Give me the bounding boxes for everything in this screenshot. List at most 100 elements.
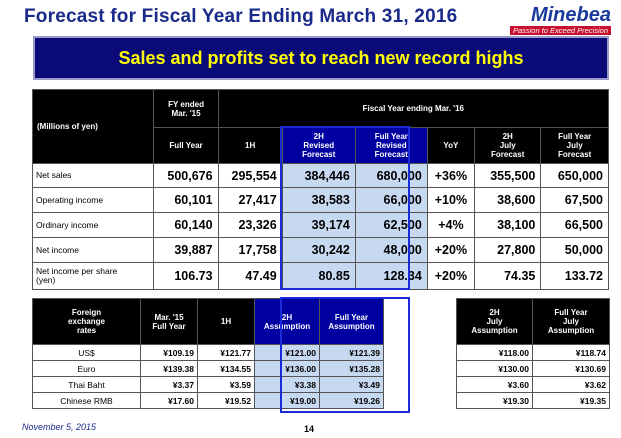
cell: ¥3.59	[197, 376, 255, 393]
row-label: Ordinary income	[31, 212, 155, 238]
fx-col-header: Mar. '15 Full Year	[140, 298, 198, 345]
cell: ¥121.00	[254, 344, 320, 361]
col-header: Full Year July Forecast	[540, 127, 609, 164]
cell: 67,500	[540, 187, 609, 213]
cell: 355,500	[474, 163, 542, 188]
cell: 66,500	[540, 212, 609, 238]
cell: 60,140	[153, 212, 219, 238]
cell: ¥121.77	[197, 344, 255, 361]
currency-label: Euro	[32, 360, 141, 377]
cell: ¥3.60	[456, 376, 533, 393]
logo-name: Minebea	[530, 4, 611, 26]
cell: ¥19.35	[532, 392, 610, 409]
cell: 80.85	[281, 262, 356, 290]
page-title: Forecast for Fiscal Year Ending March 31…	[24, 6, 458, 27]
cell: 38,600	[474, 187, 542, 213]
fy15-header: FY ended Mar. '15	[153, 89, 219, 128]
cell: 680,000	[354, 163, 428, 188]
fx-col-header: Full Year July Assumption	[532, 298, 610, 345]
cell: ¥130.00	[456, 360, 533, 377]
cell: ¥3.37	[140, 376, 198, 393]
fx-col-header: Full Year Assumption	[319, 298, 384, 345]
cell: 500,676	[153, 163, 219, 188]
currency-label: Thai Baht	[32, 376, 141, 393]
cell: 295,554	[217, 163, 283, 188]
cell: 39,174	[281, 212, 356, 238]
col-header: 2H July Forecast	[474, 127, 542, 164]
cell: 38,100	[474, 212, 542, 238]
spacer	[383, 298, 413, 345]
table-row: Net income 39,887 17,758 30,242 48,000 +…	[31, 237, 609, 263]
cell: ¥130.69	[532, 360, 610, 377]
cell: 106.73	[153, 262, 219, 290]
table-row: ¥118.00 ¥118.74	[456, 344, 610, 361]
row-label: Net income	[31, 237, 155, 263]
spacer	[383, 392, 413, 409]
table-row: ¥19.30 ¥19.35	[456, 392, 610, 409]
cell: 650,000	[540, 163, 609, 188]
cell: ¥118.74	[532, 344, 610, 361]
cell: ¥19.52	[197, 392, 255, 409]
cell: 30,242	[281, 237, 356, 263]
cell: ¥17.60	[140, 392, 198, 409]
col-header: Full Year	[153, 127, 219, 164]
cell: ¥136.00	[254, 360, 320, 377]
cell: ¥109.19	[140, 344, 198, 361]
cell: ¥19.26	[319, 392, 384, 409]
row-label: Net sales	[31, 163, 155, 188]
page-number: 14	[304, 424, 315, 434]
footer-date: November 5, 2015	[22, 422, 97, 432]
col-header: 1H	[217, 127, 283, 164]
fx-rates-table: Foreign exchange rates Mar. '15 Full Yea…	[32, 298, 413, 409]
table-row: Operating income 60,101 27,417 38,583 66…	[31, 187, 609, 213]
table-row: Net income per share (yen) 106.73 47.49 …	[31, 262, 609, 290]
cell: 384,446	[281, 163, 356, 188]
row-label: Net income per share (yen)	[31, 262, 155, 290]
cell: ¥19.00	[254, 392, 320, 409]
col-header: YoY	[426, 127, 476, 164]
cell: +4%	[426, 212, 476, 238]
cell: 27,800	[474, 237, 542, 263]
cell: ¥3.38	[254, 376, 320, 393]
cell: 74.35	[474, 262, 542, 290]
col-header: 2H Revised Forecast	[281, 127, 356, 164]
row-label: Operating income	[31, 187, 155, 213]
forecast-table: (Millions of yen) FY ended Mar. '15 Fisc…	[31, 89, 610, 290]
fx-col-header: 2H Assumption	[254, 298, 320, 345]
cell: +20%	[426, 237, 476, 263]
cell: 50,000	[540, 237, 609, 263]
table-row: Chinese RMB ¥17.60 ¥19.52 ¥19.00 ¥19.26	[32, 392, 413, 409]
fx-july-table: 2H July Assumption Full Year July Assump…	[456, 298, 610, 409]
cell: 60,101	[153, 187, 219, 213]
table-row: Ordinary income 60,140 23,326 39,174 62,…	[31, 212, 609, 238]
cell: 27,417	[217, 187, 283, 213]
col-header: Full Year Revised Forecast	[354, 127, 428, 164]
fx-col-header: 2H July Assumption	[456, 298, 533, 345]
cell: ¥118.00	[456, 344, 533, 361]
currency-label: US$	[32, 344, 141, 361]
cell: ¥135.28	[319, 360, 384, 377]
cell: 17,758	[217, 237, 283, 263]
table-row: ¥3.60 ¥3.62	[456, 376, 610, 393]
cell: ¥3.62	[532, 376, 610, 393]
cell: 39,887	[153, 237, 219, 263]
cell: 23,326	[217, 212, 283, 238]
spacer	[383, 344, 413, 361]
headline-banner: Sales and profits set to reach new recor…	[33, 36, 609, 80]
cell: 38,583	[281, 187, 356, 213]
unit-label: (Millions of yen)	[31, 89, 155, 164]
cell: 66,000	[354, 187, 428, 213]
table-row: Euro ¥139.38 ¥134.55 ¥136.00 ¥135.28	[32, 360, 413, 377]
cell: 47.49	[217, 262, 283, 290]
table-row: US$ ¥109.19 ¥121.77 ¥121.00 ¥121.39	[32, 344, 413, 361]
fy16-header: Fiscal Year ending Mar. '16	[217, 89, 610, 128]
table-row: Net sales 500,676 295,554 384,446 680,00…	[31, 163, 609, 188]
company-logo: Minebea Passion to Exceed Precision	[509, 4, 611, 35]
fx-header-label: Foreign exchange rates	[32, 298, 141, 345]
cell: ¥19.30	[456, 392, 533, 409]
cell: ¥134.55	[197, 360, 255, 377]
cell: 48,000	[354, 237, 428, 263]
cell: +36%	[426, 163, 476, 188]
table-row: ¥130.00 ¥130.69	[456, 360, 610, 377]
table-row: Thai Baht ¥3.37 ¥3.59 ¥3.38 ¥3.49	[32, 376, 413, 393]
